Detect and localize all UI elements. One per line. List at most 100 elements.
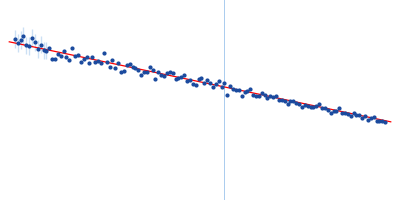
Point	[181, 74, 188, 77]
Point	[339, 111, 345, 114]
Point	[218, 85, 225, 88]
Point	[264, 96, 271, 99]
Point	[221, 81, 228, 84]
Point	[322, 107, 328, 110]
Point	[207, 81, 213, 85]
Point	[104, 60, 110, 63]
Point	[146, 66, 153, 69]
Point	[227, 84, 233, 88]
Point	[43, 49, 50, 52]
Point	[333, 110, 340, 113]
Point	[212, 83, 219, 86]
Point	[144, 70, 150, 74]
Point	[261, 93, 268, 97]
Point	[109, 58, 116, 61]
Point	[293, 101, 299, 104]
Point	[29, 36, 35, 39]
Point	[373, 120, 380, 123]
Point	[129, 65, 136, 68]
Point	[336, 106, 342, 110]
Point	[135, 68, 142, 71]
Point	[282, 99, 288, 103]
Point	[356, 114, 362, 117]
Point	[95, 59, 101, 63]
Point	[72, 54, 78, 57]
Point	[210, 85, 216, 88]
Point	[204, 79, 210, 82]
Point	[353, 113, 360, 116]
Point	[55, 52, 61, 55]
Point	[141, 71, 147, 74]
Point	[121, 69, 127, 72]
Point	[49, 57, 55, 60]
Point	[161, 75, 167, 78]
Point	[296, 102, 302, 105]
Point	[115, 62, 121, 65]
Point	[60, 49, 67, 53]
Point	[273, 94, 279, 98]
Point	[184, 79, 190, 82]
Point	[330, 109, 337, 112]
Point	[98, 61, 104, 65]
Point	[86, 61, 93, 64]
Point	[316, 103, 322, 106]
Point	[342, 111, 348, 114]
Point	[267, 94, 274, 97]
Point	[216, 80, 222, 83]
Point	[14, 42, 21, 45]
Point	[32, 41, 38, 44]
Point	[172, 78, 179, 81]
Point	[376, 120, 383, 123]
Point	[253, 94, 259, 98]
Point	[164, 71, 170, 74]
Point	[178, 75, 184, 78]
Point	[359, 116, 366, 120]
Point	[224, 93, 230, 97]
Point	[167, 70, 173, 73]
Point	[310, 105, 317, 108]
Point	[256, 94, 262, 97]
Point	[233, 89, 239, 92]
Point	[118, 71, 124, 74]
Point	[319, 106, 325, 109]
Point	[365, 118, 371, 121]
Point	[247, 87, 254, 91]
Point	[52, 57, 58, 60]
Point	[152, 77, 159, 80]
Point	[348, 114, 354, 118]
Point	[126, 62, 133, 65]
Point	[241, 90, 248, 94]
Point	[138, 73, 144, 76]
Point	[201, 81, 208, 85]
Point	[244, 90, 250, 93]
Point	[238, 94, 245, 98]
Point	[20, 34, 27, 38]
Point	[17, 38, 24, 41]
Point	[150, 69, 156, 72]
Point	[284, 102, 291, 105]
Point	[63, 55, 70, 59]
Point	[58, 55, 64, 58]
Point	[75, 54, 81, 57]
Point	[101, 52, 107, 55]
Point	[290, 100, 296, 103]
Point	[112, 67, 118, 70]
Point	[92, 60, 98, 63]
Point	[187, 79, 193, 82]
Point	[313, 105, 320, 108]
Point	[89, 55, 96, 59]
Point	[124, 64, 130, 67]
Point	[236, 88, 242, 92]
Point	[350, 112, 357, 115]
Point	[258, 91, 265, 95]
Point	[46, 47, 52, 50]
Point	[170, 71, 176, 74]
Point	[80, 57, 87, 61]
Point	[26, 44, 32, 48]
Point	[175, 77, 182, 80]
Point	[276, 99, 282, 102]
Point	[195, 77, 202, 81]
Point	[83, 55, 90, 58]
Point	[368, 116, 374, 120]
Point	[40, 49, 47, 52]
